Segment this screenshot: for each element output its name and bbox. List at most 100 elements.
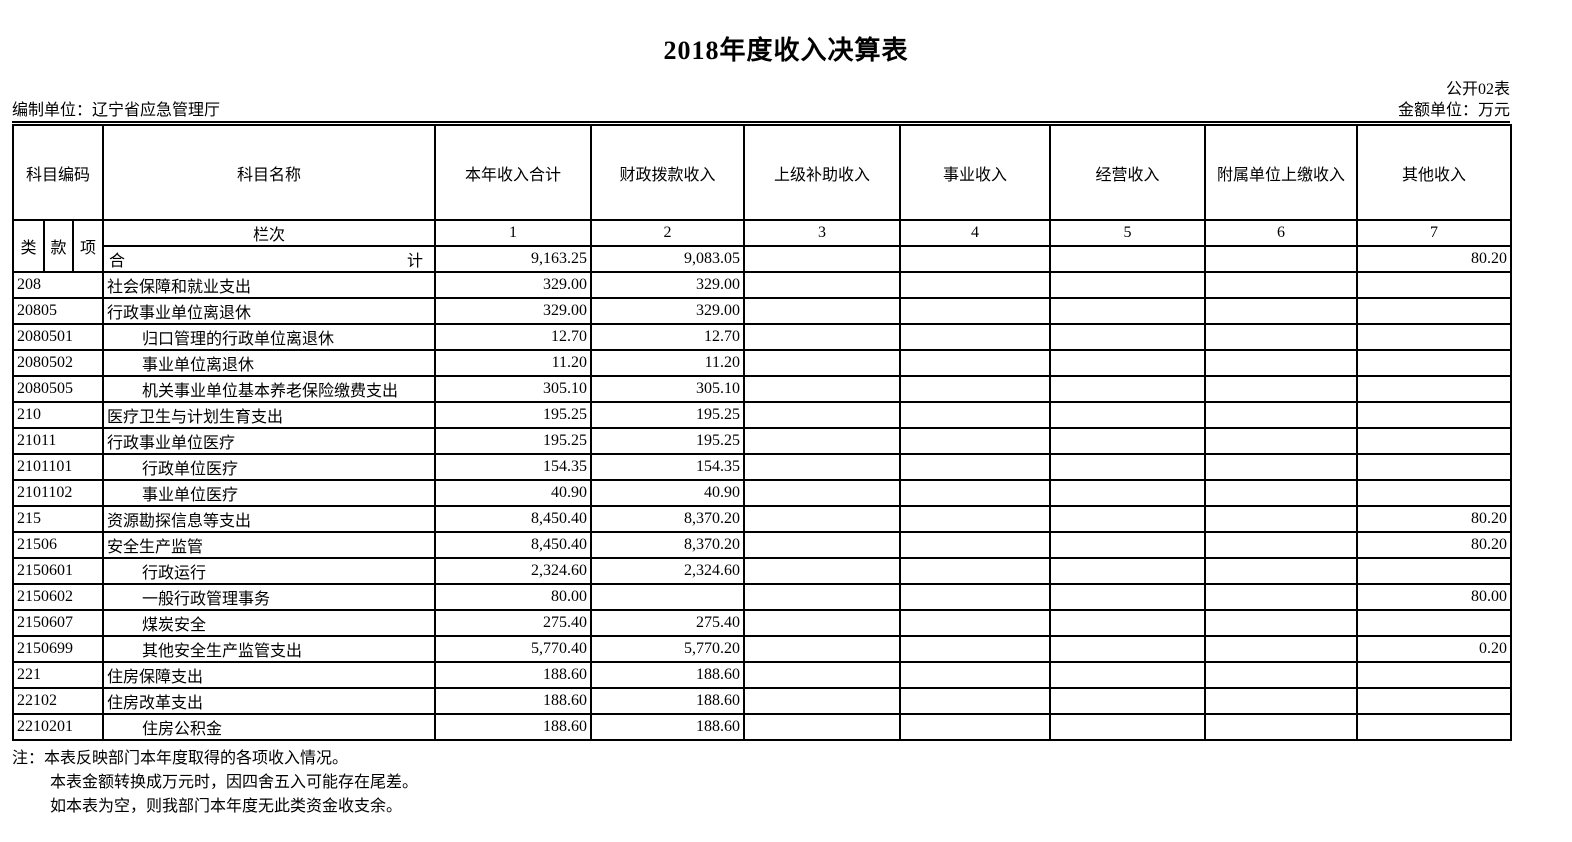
subject-name: 行政事业单位医疗: [102, 427, 437, 455]
value-cell: [1049, 557, 1207, 585]
subject-name: 机关事业单位基本养老保险缴费支出: [102, 375, 437, 403]
subject-code: 22102: [11, 687, 105, 715]
value-cell: [1356, 661, 1513, 689]
value-cell: [1356, 401, 1513, 429]
table-row: 2101102 事业单位医疗 40.90 40.90: [11, 479, 1513, 507]
table-row: 20805 行政事业单位离退休 329.00 329.00: [11, 297, 1513, 325]
total-label-right: 计: [407, 253, 424, 270]
subject-name: 行政单位医疗: [102, 453, 437, 481]
header-row: 科目编码 科目名称 本年收入合计 财政拨款收入 上级补助收入 事业收入 经营收入…: [11, 124, 1513, 221]
table-row: 21506 安全生产监管 8,450.40 8,370.20 80.20: [11, 531, 1513, 559]
subject-code: 2150699: [11, 635, 105, 663]
table-row: 2080505 机关事业单位基本养老保险缴费支出 305.10 305.10: [11, 375, 1513, 403]
table-row: 2210201 住房公积金 188.60 188.60: [11, 713, 1513, 741]
value-cell: [743, 375, 902, 403]
value-cell: [1049, 271, 1207, 299]
value-cell: [1356, 557, 1513, 585]
value-cell: 154.35: [434, 453, 593, 481]
column-header-fiscal-appropriation: 财政拨款收入: [590, 124, 746, 221]
column-header-other-income: 其他收入: [1356, 124, 1513, 221]
subheader-class: 类: [12, 219, 45, 273]
value-cell: [899, 375, 1052, 403]
value-cell: [1049, 635, 1207, 663]
value-cell: [1356, 349, 1513, 377]
table-row: 2150601 行政运行 2,324.60 2,324.60: [11, 557, 1513, 585]
value-cell: [899, 401, 1052, 429]
value-cell: [1204, 557, 1359, 585]
total-value: [899, 245, 1052, 273]
lanci-label: 栏次: [102, 219, 437, 247]
value-cell: [743, 661, 902, 689]
value-cell: [899, 271, 1052, 299]
value-cell: [743, 687, 902, 715]
value-cell: 40.90: [590, 479, 746, 507]
value-cell: 2,324.60: [590, 557, 746, 585]
value-cell: [1049, 609, 1207, 637]
table-row: 2150607 煤炭安全 275.40 275.40: [11, 609, 1513, 637]
value-cell: [899, 505, 1052, 533]
value-cell: [743, 505, 902, 533]
value-cell: [1204, 401, 1359, 429]
column-header-total-income: 本年收入合计: [434, 124, 593, 221]
value-cell: [899, 349, 1052, 377]
value-cell: [743, 401, 902, 429]
column-number: 6: [1204, 219, 1359, 247]
column-header-subject-name: 科目名称: [102, 124, 437, 221]
value-cell: [1356, 271, 1513, 299]
value-cell: 188.60: [434, 713, 593, 741]
total-value: [743, 245, 902, 273]
value-cell: 188.60: [590, 661, 746, 689]
value-cell: 329.00: [434, 297, 593, 325]
value-cell: 8,450.40: [434, 531, 593, 559]
subheader-item: 项: [71, 219, 105, 273]
column-header-business-income: 事业收入: [899, 124, 1052, 221]
value-cell: [1204, 375, 1359, 403]
column-number: 3: [743, 219, 902, 247]
value-cell: 8,450.40: [434, 505, 593, 533]
column-number: 5: [1049, 219, 1207, 247]
subject-name: 一般行政管理事务: [102, 583, 437, 611]
value-cell: 329.00: [590, 271, 746, 299]
table-row: 2101101 行政单位医疗 154.35 154.35: [11, 453, 1513, 481]
table-row: 221 住房保障支出 188.60 188.60: [11, 661, 1513, 689]
column-number: 7: [1356, 219, 1513, 247]
total-value: [1204, 245, 1359, 273]
value-cell: [1204, 661, 1359, 689]
value-cell: 80.00: [1356, 583, 1513, 611]
value-cell: [1356, 479, 1513, 507]
value-cell: 305.10: [434, 375, 593, 403]
subject-code: 2080505: [11, 375, 105, 403]
subject-name: 住房公积金: [102, 713, 437, 741]
table-row: 2150602 一般行政管理事务 80.00 80.00: [11, 583, 1513, 611]
value-cell: [1204, 635, 1359, 663]
value-cell: 2,324.60: [434, 557, 593, 585]
subject-code: 208: [11, 271, 105, 299]
table-row: 2080502 事业单位离退休 11.20 11.20: [11, 349, 1513, 377]
value-cell: [899, 713, 1052, 741]
value-cell: [899, 557, 1052, 585]
amount-unit-label: 金额单位：: [1397, 102, 1478, 119]
value-cell: 275.40: [434, 609, 593, 637]
subject-code: 20805: [11, 297, 105, 325]
value-cell: 12.70: [590, 323, 746, 351]
value-cell: [1204, 505, 1359, 533]
value-cell: [743, 479, 902, 507]
value-cell: [1049, 401, 1207, 429]
note-text: 本表反映部门本年度取得的各项收入情况。: [44, 750, 349, 767]
total-row: 合 计 9,163.25 9,083.05 80.20: [13, 245, 1513, 273]
value-cell: [899, 609, 1052, 637]
subject-code: 210: [11, 401, 105, 429]
value-cell: 5,770.20: [590, 635, 746, 663]
value-cell: [899, 297, 1052, 325]
value-cell: 80.20: [1356, 531, 1513, 559]
total-label-left: 合: [109, 253, 126, 270]
column-index-row: 类 款 项 栏次 1 2 3 4 5 6 7: [12, 219, 1513, 273]
income-table-body: 208 社会保障和就业支出 329.00 329.00 20805 行政事业单位离退休 32…: [11, 271, 1513, 741]
value-cell: [1049, 713, 1207, 741]
value-cell: [1204, 323, 1359, 351]
total-value: [1049, 245, 1207, 273]
value-cell: [1204, 609, 1359, 637]
column-header-operating-income: 经营收入: [1049, 124, 1207, 221]
value-cell: [743, 531, 902, 559]
